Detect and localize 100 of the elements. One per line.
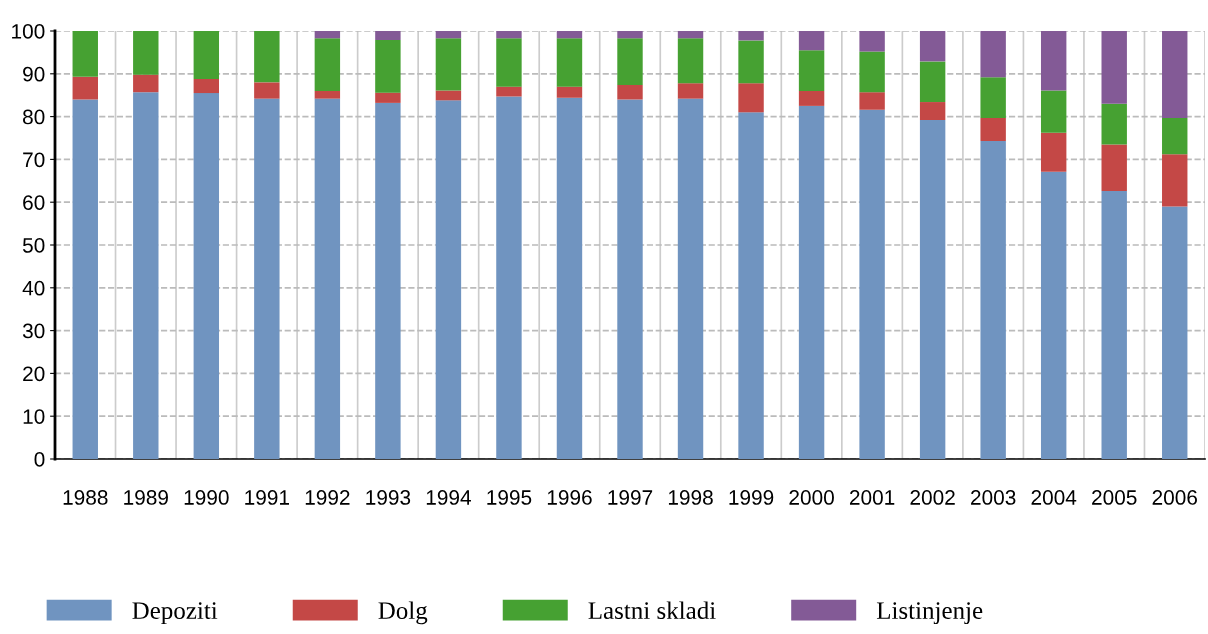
x-tick-label: 1989 [124,490,168,505]
bar [1040,31,1067,91]
y-tick-label: 80 [23,109,45,125]
bar [133,92,159,459]
bar [1162,154,1188,207]
bar [133,31,159,75]
y-tick-label: 30 [22,323,45,339]
bar [677,83,704,99]
bar [556,31,583,39]
bar [798,105,825,459]
bar [1162,206,1188,459]
bar [798,50,825,91]
x-tick-label: 1991 [245,490,289,505]
bar [919,102,946,121]
bar [254,82,280,99]
bar [314,38,341,91]
bar [980,141,1006,459]
bar [1101,103,1127,145]
legend-label: Dolg [378,601,428,625]
bar [254,98,280,459]
bar [1101,191,1127,459]
bar [919,61,946,103]
bar [314,98,341,459]
bar [919,31,946,62]
bar [738,83,764,113]
bar [193,93,220,459]
bar [617,31,643,39]
bar [375,39,401,93]
bar [556,38,583,87]
bar [617,84,643,100]
bar [677,31,704,39]
bar [133,74,159,93]
bar [435,90,462,101]
legend-label: Lastni skladi [588,601,716,620]
bar [1162,117,1188,155]
x-tick-label: 1995 [487,490,532,505]
x-tick-label: 1997 [608,490,653,505]
bar [1101,31,1127,104]
bar [1040,132,1067,172]
x-tick-label: 2000 [789,490,834,505]
x-tick-label: 2004 [1031,490,1077,505]
x-tick-label: 1988 [63,490,108,505]
x-tick-label: 1990 [184,490,229,505]
bar [496,96,522,459]
x-tick-label: 1994 [426,490,471,505]
bar [435,38,462,91]
bar [919,120,946,459]
bar [314,90,341,99]
y-tick-label: 10 [23,409,45,424]
y-tick-label: 90 [23,66,45,82]
bar [193,78,220,94]
y-tick-label: 70 [23,152,45,168]
x-tick-label: 1999 [729,490,774,505]
x-tick-label: 1992 [305,490,350,505]
x-tick-label: 2002 [910,490,955,505]
bar [72,31,98,77]
bar [859,51,885,93]
x-tick-label: 2005 [1092,490,1137,505]
bar [435,31,462,39]
y-tick-label: 60 [23,195,45,210]
x-tick-label: 2003 [971,490,1016,505]
bar [72,76,98,100]
bar [496,86,522,97]
bar [314,31,341,39]
bar [375,102,401,459]
bar [798,90,825,106]
bar [556,97,583,459]
bar [1101,144,1127,192]
legend-label: Depoziti [132,602,218,625]
bar [980,77,1006,118]
bar [496,31,522,39]
bar [435,100,462,459]
bar [375,92,401,103]
y-tick-label: 0 [34,452,45,467]
bar [254,31,280,83]
bar [798,31,825,51]
bar [859,31,885,52]
bar [1040,171,1067,459]
bar [738,40,764,84]
x-tick-label: 2006 [1152,490,1197,505]
bar [375,31,401,40]
bar [617,38,643,85]
bar [738,31,764,41]
bar [617,99,643,459]
y-tick-label: 40 [22,280,45,296]
bar [980,31,1006,78]
legend-label: Listinjenje [876,602,983,625]
x-tick-label: 1996 [547,490,592,505]
x-tick-label: 2001 [849,490,895,505]
y-tick-label: 20 [23,366,45,382]
bar [1162,31,1188,118]
bar [1040,90,1067,133]
y-tick-label: 50 [22,238,45,253]
bar [556,86,583,98]
bar [193,31,220,79]
bar [496,38,522,87]
bar [738,112,764,459]
bar [677,38,704,84]
x-tick-label: 1993 [366,490,411,505]
bar [72,99,98,459]
